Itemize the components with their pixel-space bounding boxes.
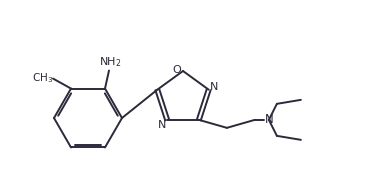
Text: N: N (158, 120, 166, 130)
Text: NH$_2$: NH$_2$ (99, 56, 121, 69)
Text: O: O (173, 65, 182, 75)
Text: N: N (209, 82, 218, 92)
Text: CH$_3$: CH$_3$ (33, 72, 53, 85)
Text: N: N (265, 113, 273, 126)
